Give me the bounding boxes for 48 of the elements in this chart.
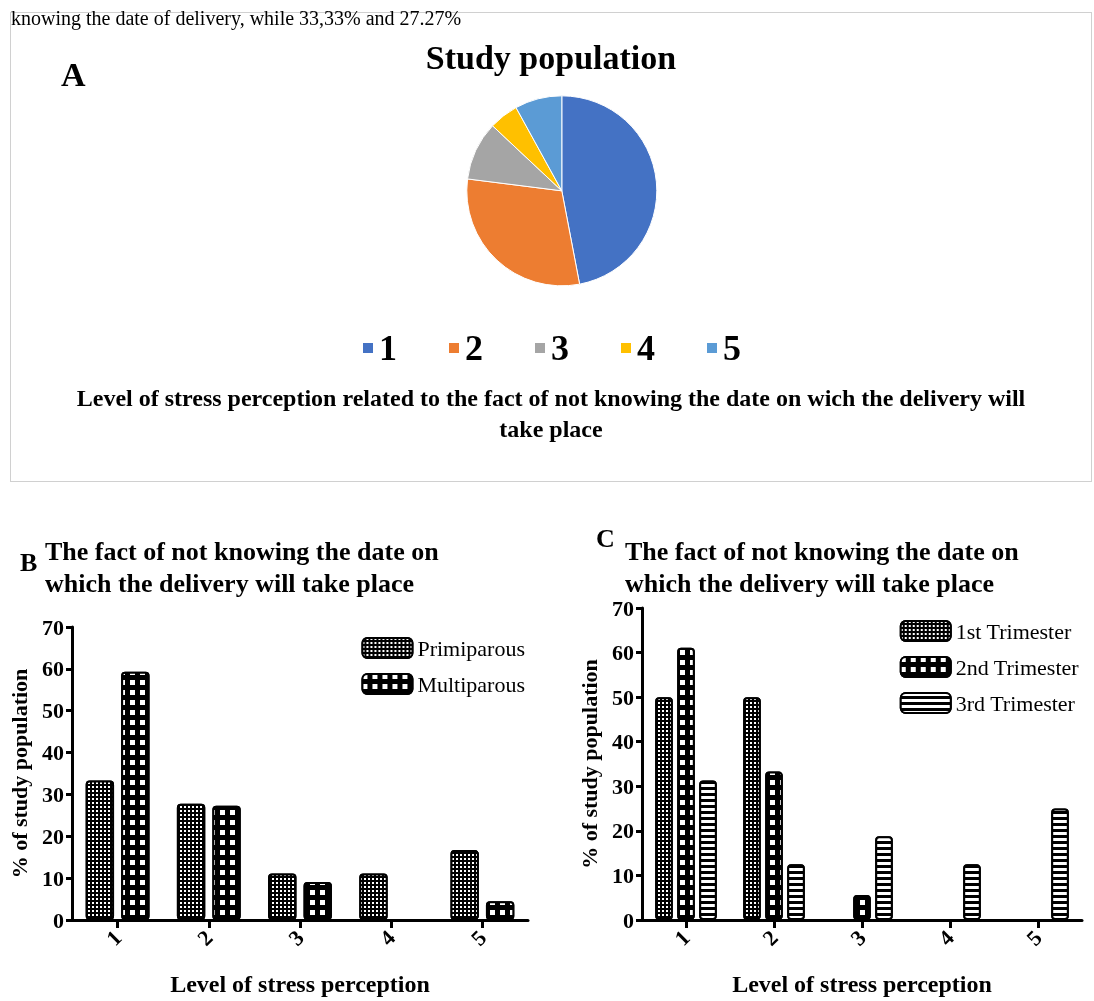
x-tick-label: 5 (1021, 925, 1047, 951)
chart-title: The fact of not knowing the date on which the delivery will take place (45, 536, 446, 598)
y-tick-label: 20 (612, 818, 634, 844)
y-tick-label: 30 (612, 773, 634, 799)
x-axis-title: Level of stress perception (732, 971, 992, 997)
y-tick-label: 20 (42, 823, 64, 849)
x-tick-label: 3 (845, 925, 871, 951)
legend-label: 3 (551, 328, 569, 368)
y-tick-label: 60 (42, 656, 64, 682)
legend-label: 1 (379, 328, 397, 368)
x-tick-label: 4 (374, 925, 401, 951)
y-tick-label: 10 (612, 862, 634, 888)
y-tick-label: 0 (623, 907, 634, 933)
text: knowing the date of delivery, while 33,33% and 27.27% (11, 6, 462, 31)
text: C (596, 523, 615, 555)
legend-label: 2 (465, 328, 483, 368)
legend-label: 1st Trimester (955, 618, 1072, 644)
y-tick-label: 30 (42, 781, 64, 807)
chart-title: The fact of not knowing the date on which the delivery will take place (625, 536, 1026, 598)
legend-label: 3rd Trimester (955, 690, 1076, 716)
legend-label: Multiparous (417, 671, 526, 697)
y-tick-label: 60 (612, 640, 634, 666)
y-tick-label: 10 (42, 865, 64, 891)
y-tick-label: 50 (42, 698, 64, 724)
y-axis-title: % of study population (576, 659, 602, 869)
x-axis-title: Level of stress perception (170, 971, 430, 997)
legend-label: Primiparous (417, 635, 526, 661)
y-axis-title: % of study population (6, 668, 32, 879)
legend-label: 4 (637, 328, 655, 368)
y-tick-label: 70 (612, 595, 634, 621)
x-tick-label: 5 (465, 925, 492, 951)
x-tick-label: 4 (933, 925, 959, 951)
x-tick-label: 2 (757, 925, 783, 951)
x-tick-label: 1 (100, 925, 127, 951)
text: Level of stress perception related to the fact of not knowing the date on wich the delivery will take place (75, 384, 1027, 445)
x-tick-label: 1 (669, 925, 695, 951)
y-tick-label: 50 (612, 684, 634, 710)
x-tick-label: 2 (192, 925, 218, 951)
chart-title: Study population (425, 38, 677, 76)
text: A (61, 55, 86, 95)
x-tick-label: 3 (283, 925, 309, 951)
y-tick-label: 40 (612, 729, 634, 755)
legend-label: 5 (723, 328, 741, 368)
y-tick-label: 40 (42, 740, 64, 766)
y-tick-label: 70 (42, 614, 64, 640)
y-tick-label: 0 (53, 907, 64, 933)
text: B (20, 547, 38, 579)
legend-label: 2nd Trimester (955, 654, 1080, 680)
